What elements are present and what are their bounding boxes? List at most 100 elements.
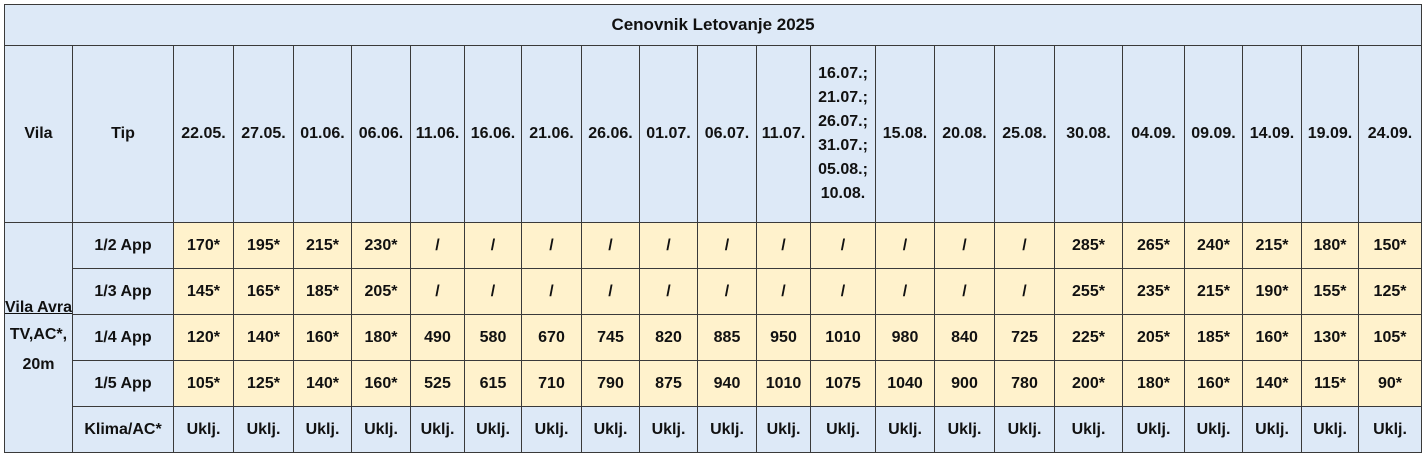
price-cell: 215*	[293, 222, 352, 269]
date-header: 20.08.	[934, 45, 995, 223]
price-cell: 525	[410, 360, 465, 407]
price-cell: /	[697, 268, 757, 315]
price-cell: Uklj.	[1242, 406, 1302, 453]
price-cell: 820	[639, 314, 698, 361]
price-cell: 900	[934, 360, 995, 407]
price-cell: 160*	[293, 314, 352, 361]
vila-link[interactable]: Vila Avra	[5, 298, 73, 316]
data-row: Klima/AC* Uklj. Uklj. Uklj. Uklj. Uklj. Uklj. U…	[5, 406, 1423, 453]
price-cell: 125*	[1357, 268, 1423, 315]
row-type: 1/2 App	[72, 222, 174, 269]
price-cell: 255*	[1054, 268, 1123, 315]
price-cell: 180*	[1122, 360, 1185, 407]
price-cell: 710	[521, 360, 582, 407]
price-cell: Uklj.	[875, 406, 935, 453]
date-header: 25.08.	[994, 45, 1055, 223]
date-header: 01.07.	[639, 45, 698, 223]
price-cell: 885	[697, 314, 757, 361]
price-cell: Uklj.	[994, 406, 1055, 453]
date-header: 14.09.	[1242, 45, 1302, 223]
date-header: 15.08.	[875, 45, 935, 223]
price-cell: 120*	[173, 314, 234, 361]
row-type: 1/3 App	[72, 268, 174, 315]
price-cell: Uklj.	[410, 406, 465, 453]
date-header: 01.06.	[293, 45, 352, 223]
price-cell: /	[697, 222, 757, 269]
price-cell: 115*	[1301, 360, 1359, 407]
price-cell: /	[581, 268, 640, 315]
price-cell: 185*	[293, 268, 352, 315]
data-row: 1/4 App 120* 140* 160* 180* 490 580 670 745 820 88…	[5, 314, 1423, 361]
price-cell: /	[756, 222, 811, 269]
price-cell: /	[934, 222, 995, 269]
price-cell: 670	[521, 314, 582, 361]
price-cell: Uklj.	[810, 406, 876, 453]
price-cell: 215*	[1184, 268, 1243, 315]
price-cell: Uklj.	[1184, 406, 1243, 453]
price-cell: Uklj.	[521, 406, 582, 453]
price-cell: 200*	[1054, 360, 1123, 407]
price-cell: /	[521, 222, 582, 269]
price-cell: 1010	[810, 314, 876, 361]
price-cell: 105*	[1357, 314, 1423, 361]
date-header: 27.05.	[233, 45, 294, 223]
price-cell: /	[464, 222, 522, 269]
price-cell: Uklj.	[934, 406, 995, 453]
price-cell: 105*	[173, 360, 234, 407]
date-header: 16.06.	[464, 45, 522, 223]
price-cell: 950	[756, 314, 811, 361]
price-cell: 155*	[1301, 268, 1359, 315]
price-cell: Uklj.	[464, 406, 522, 453]
price-cell: 205*	[1122, 314, 1185, 361]
price-cell: /	[756, 268, 811, 315]
data-row: 1/5 App 105* 125* 140* 160* 525 615 710 790 875 94…	[5, 360, 1423, 407]
price-cell: 285*	[1054, 222, 1123, 269]
row-type: 1/4 App	[72, 314, 174, 361]
price-cell: 1040	[875, 360, 935, 407]
price-cell: /	[639, 222, 698, 269]
price-cell: 180*	[351, 314, 411, 361]
price-cell: 90*	[1357, 360, 1423, 407]
price-cell: 195*	[233, 222, 294, 269]
date-header: 22.05.	[173, 45, 234, 223]
price-cell: 240*	[1184, 222, 1243, 269]
price-cell: Uklj.	[293, 406, 352, 453]
price-cell: 130*	[1301, 314, 1359, 361]
price-cell: 1010	[756, 360, 811, 407]
price-cell: 185*	[1184, 314, 1243, 361]
data-row: Vila Avra TV,AC*, 20m 1/2 App 170* 195* 215* 2…	[4, 222, 1423, 453]
price-cell: /	[875, 268, 935, 315]
price-cell: 180*	[1301, 222, 1359, 269]
price-cell: 745	[581, 314, 640, 361]
price-cell: 980	[875, 314, 935, 361]
price-cell: 165*	[233, 268, 294, 315]
date-header: 09.09.	[1184, 45, 1243, 223]
price-cell: Uklj.	[1054, 406, 1123, 453]
price-cell: 580	[464, 314, 522, 361]
date-header: 06.07.	[697, 45, 757, 223]
header-cell: Tip	[72, 45, 174, 223]
price-cell: /	[521, 268, 582, 315]
price-cell: 170*	[173, 222, 234, 269]
price-cell: /	[994, 268, 1055, 315]
price-cell: /	[810, 222, 876, 269]
price-cell: 230*	[351, 222, 411, 269]
vila-cell: Vila Avra TV,AC*, 20m	[4, 222, 73, 453]
price-cell: 125*	[233, 360, 294, 407]
price-cell: 150*	[1357, 222, 1423, 269]
price-cell: Uklj.	[173, 406, 234, 453]
price-cell: Uklj.	[639, 406, 698, 453]
price-cell: /	[994, 222, 1055, 269]
price-cell: 490	[410, 314, 465, 361]
price-cell: 1075	[810, 360, 876, 407]
price-cell: 840	[934, 314, 995, 361]
data-row: 1/3 App 145* 165* 185* 205* / / / / / / / / / //255* 23…	[5, 268, 1423, 315]
price-cell: 160*	[1242, 314, 1302, 361]
price-cell: 140*	[293, 360, 352, 407]
price-cell: Uklj.	[1301, 406, 1359, 453]
price-cell: Uklj.	[233, 406, 294, 453]
table-title: Cenovnik Letovanje 2025	[3, 4, 1423, 46]
price-cell: 225*	[1054, 314, 1123, 361]
price-cell: Uklj.	[351, 406, 411, 453]
